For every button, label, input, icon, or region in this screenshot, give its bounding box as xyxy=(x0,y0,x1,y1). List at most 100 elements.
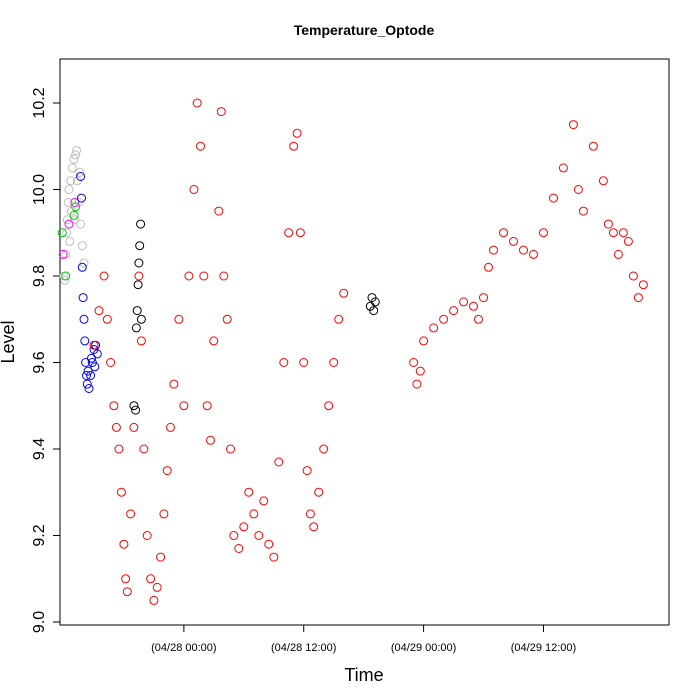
data-point xyxy=(449,306,459,316)
data-point xyxy=(90,362,100,372)
y-axis: 9.0 9.2 9.4 9.6 9.8 10.0 10.2 xyxy=(31,87,60,633)
data-point xyxy=(199,271,209,281)
data-point xyxy=(65,236,75,246)
data-point xyxy=(131,405,141,415)
data-point xyxy=(71,150,81,160)
data-point xyxy=(84,384,94,393)
data-point xyxy=(70,198,80,207)
data-point xyxy=(628,271,638,281)
data-point xyxy=(146,574,156,584)
x-tick-label: (04/29 00:00) xyxy=(391,642,456,654)
data-point xyxy=(419,336,429,346)
data-point xyxy=(603,219,613,229)
data-point xyxy=(86,371,96,380)
data-point xyxy=(57,228,67,238)
data-point xyxy=(72,146,81,156)
y-axis-label: Level xyxy=(0,320,18,363)
data-point xyxy=(219,271,229,281)
data-point xyxy=(549,193,558,203)
data-point xyxy=(116,487,126,497)
data-point xyxy=(77,262,87,272)
data-point xyxy=(69,154,79,164)
data-point xyxy=(109,401,119,411)
x-axis: (04/28 00:00) (04/28 12:00) (04/29 00:00) (… xyxy=(151,625,576,654)
data-point xyxy=(192,98,202,108)
data-point xyxy=(126,509,136,519)
data-point xyxy=(558,163,568,173)
data-point xyxy=(319,444,329,454)
data-point xyxy=(79,258,89,268)
data-point xyxy=(189,185,199,194)
data-point xyxy=(184,271,194,281)
data-point xyxy=(469,301,478,311)
data-point xyxy=(135,241,145,251)
data-point xyxy=(60,275,70,285)
data-point xyxy=(299,358,309,367)
data-point xyxy=(76,219,86,229)
y-tick-label: 9.2 xyxy=(31,524,48,546)
data-point xyxy=(61,271,71,281)
data-point xyxy=(489,245,498,255)
data-point xyxy=(111,422,121,432)
data-point xyxy=(415,366,425,376)
data-point xyxy=(82,379,92,389)
data-point xyxy=(149,595,159,605)
data-point xyxy=(459,297,469,307)
data-point xyxy=(529,249,538,259)
data-point xyxy=(102,314,112,324)
data-point xyxy=(289,141,299,151)
y-tick-label: 9.4 xyxy=(31,438,48,460)
data-point xyxy=(64,185,74,194)
chart-title: Temperature_Optode xyxy=(294,22,435,38)
data-point xyxy=(509,236,518,246)
data-point xyxy=(598,176,608,186)
x-tick-label: (04/29 12:00) xyxy=(511,642,576,654)
data-point xyxy=(499,228,508,238)
data-point xyxy=(63,198,73,207)
data-point xyxy=(279,358,289,367)
data-points xyxy=(57,98,648,605)
data-point xyxy=(139,444,149,454)
data-point xyxy=(133,280,143,290)
data-point xyxy=(75,167,85,177)
data-point xyxy=(89,340,99,350)
data-point xyxy=(274,457,284,467)
data-point xyxy=(519,245,528,255)
data-point xyxy=(87,353,96,363)
x-tick-label: (04/28 00:00) xyxy=(151,642,216,654)
y-tick-label: 9.8 xyxy=(31,265,48,287)
data-point xyxy=(249,509,259,519)
data-point xyxy=(64,219,74,229)
data-point xyxy=(226,444,235,454)
data-point xyxy=(66,176,76,186)
data-point xyxy=(209,336,219,346)
data-point xyxy=(216,107,226,117)
data-point xyxy=(284,228,294,238)
y-tick-label: 10.2 xyxy=(31,87,48,118)
data-point xyxy=(269,552,279,562)
data-point xyxy=(69,210,79,220)
data-point xyxy=(314,487,324,497)
data-point xyxy=(62,228,71,238)
data-point xyxy=(106,358,116,367)
data-point xyxy=(222,314,232,324)
data-point xyxy=(412,379,422,389)
data-point xyxy=(136,336,146,346)
data-point xyxy=(239,522,249,532)
data-point xyxy=(156,552,166,562)
data-point xyxy=(114,444,124,454)
data-point xyxy=(94,306,104,316)
data-point xyxy=(292,128,302,138)
data-point xyxy=(329,358,339,367)
data-point xyxy=(78,293,88,303)
data-point xyxy=(588,141,598,151)
data-point xyxy=(234,544,244,553)
data-point xyxy=(309,522,319,532)
data-point xyxy=(58,249,68,259)
data-point xyxy=(77,241,87,251)
x-axis-label: Time xyxy=(344,665,383,685)
plot-frame xyxy=(59,58,670,626)
data-point xyxy=(70,215,80,225)
data-point xyxy=(136,219,146,229)
